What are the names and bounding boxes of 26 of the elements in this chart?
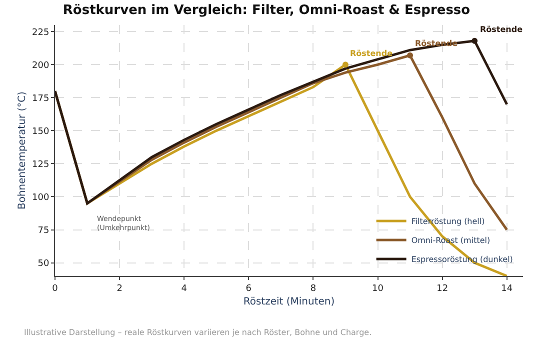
y-tick-label: 225 — [32, 28, 50, 38]
x-tick-label: 4 — [181, 284, 188, 294]
y-tick-label: 125 — [32, 160, 50, 170]
x-tick-label: 8 — [310, 284, 316, 294]
x-axis-title: Röstzeit (Minuten) — [243, 296, 335, 308]
y-tick-label: 50 — [38, 258, 50, 269]
point — [342, 62, 348, 68]
point — [407, 52, 414, 58]
annotation: Röstende — [350, 49, 394, 58]
y-tick-label: 150 — [32, 126, 50, 137]
point — [472, 38, 478, 44]
text: Illustrative Darstellung – reale Röstkurven variieren je nach Röster, Bohne und Charge. — [24, 328, 372, 337]
line-series — [55, 38, 508, 205]
y-tick-label: 175 — [32, 94, 50, 104]
chart-title: Röstkurven im Vergleich: Filter, Omni-Roast & Espresso — [62, 3, 470, 18]
y-tick-label: 75 — [38, 226, 50, 236]
x-tick-label: 6 — [246, 284, 252, 294]
y-tick-label: 100 — [32, 192, 50, 203]
y-axis-title: Bohnentemperatur (°C) — [17, 91, 28, 210]
x-tick-label: 14 — [501, 284, 513, 294]
x-tick-label: 10 — [372, 284, 384, 294]
x-tick-label: 12 — [436, 284, 448, 294]
annotation: Röstende — [480, 25, 524, 34]
x-tick-label: 0 — [52, 284, 58, 294]
x-tick-label: 2 — [116, 284, 122, 294]
y-tick-label: 200 — [32, 60, 50, 71]
